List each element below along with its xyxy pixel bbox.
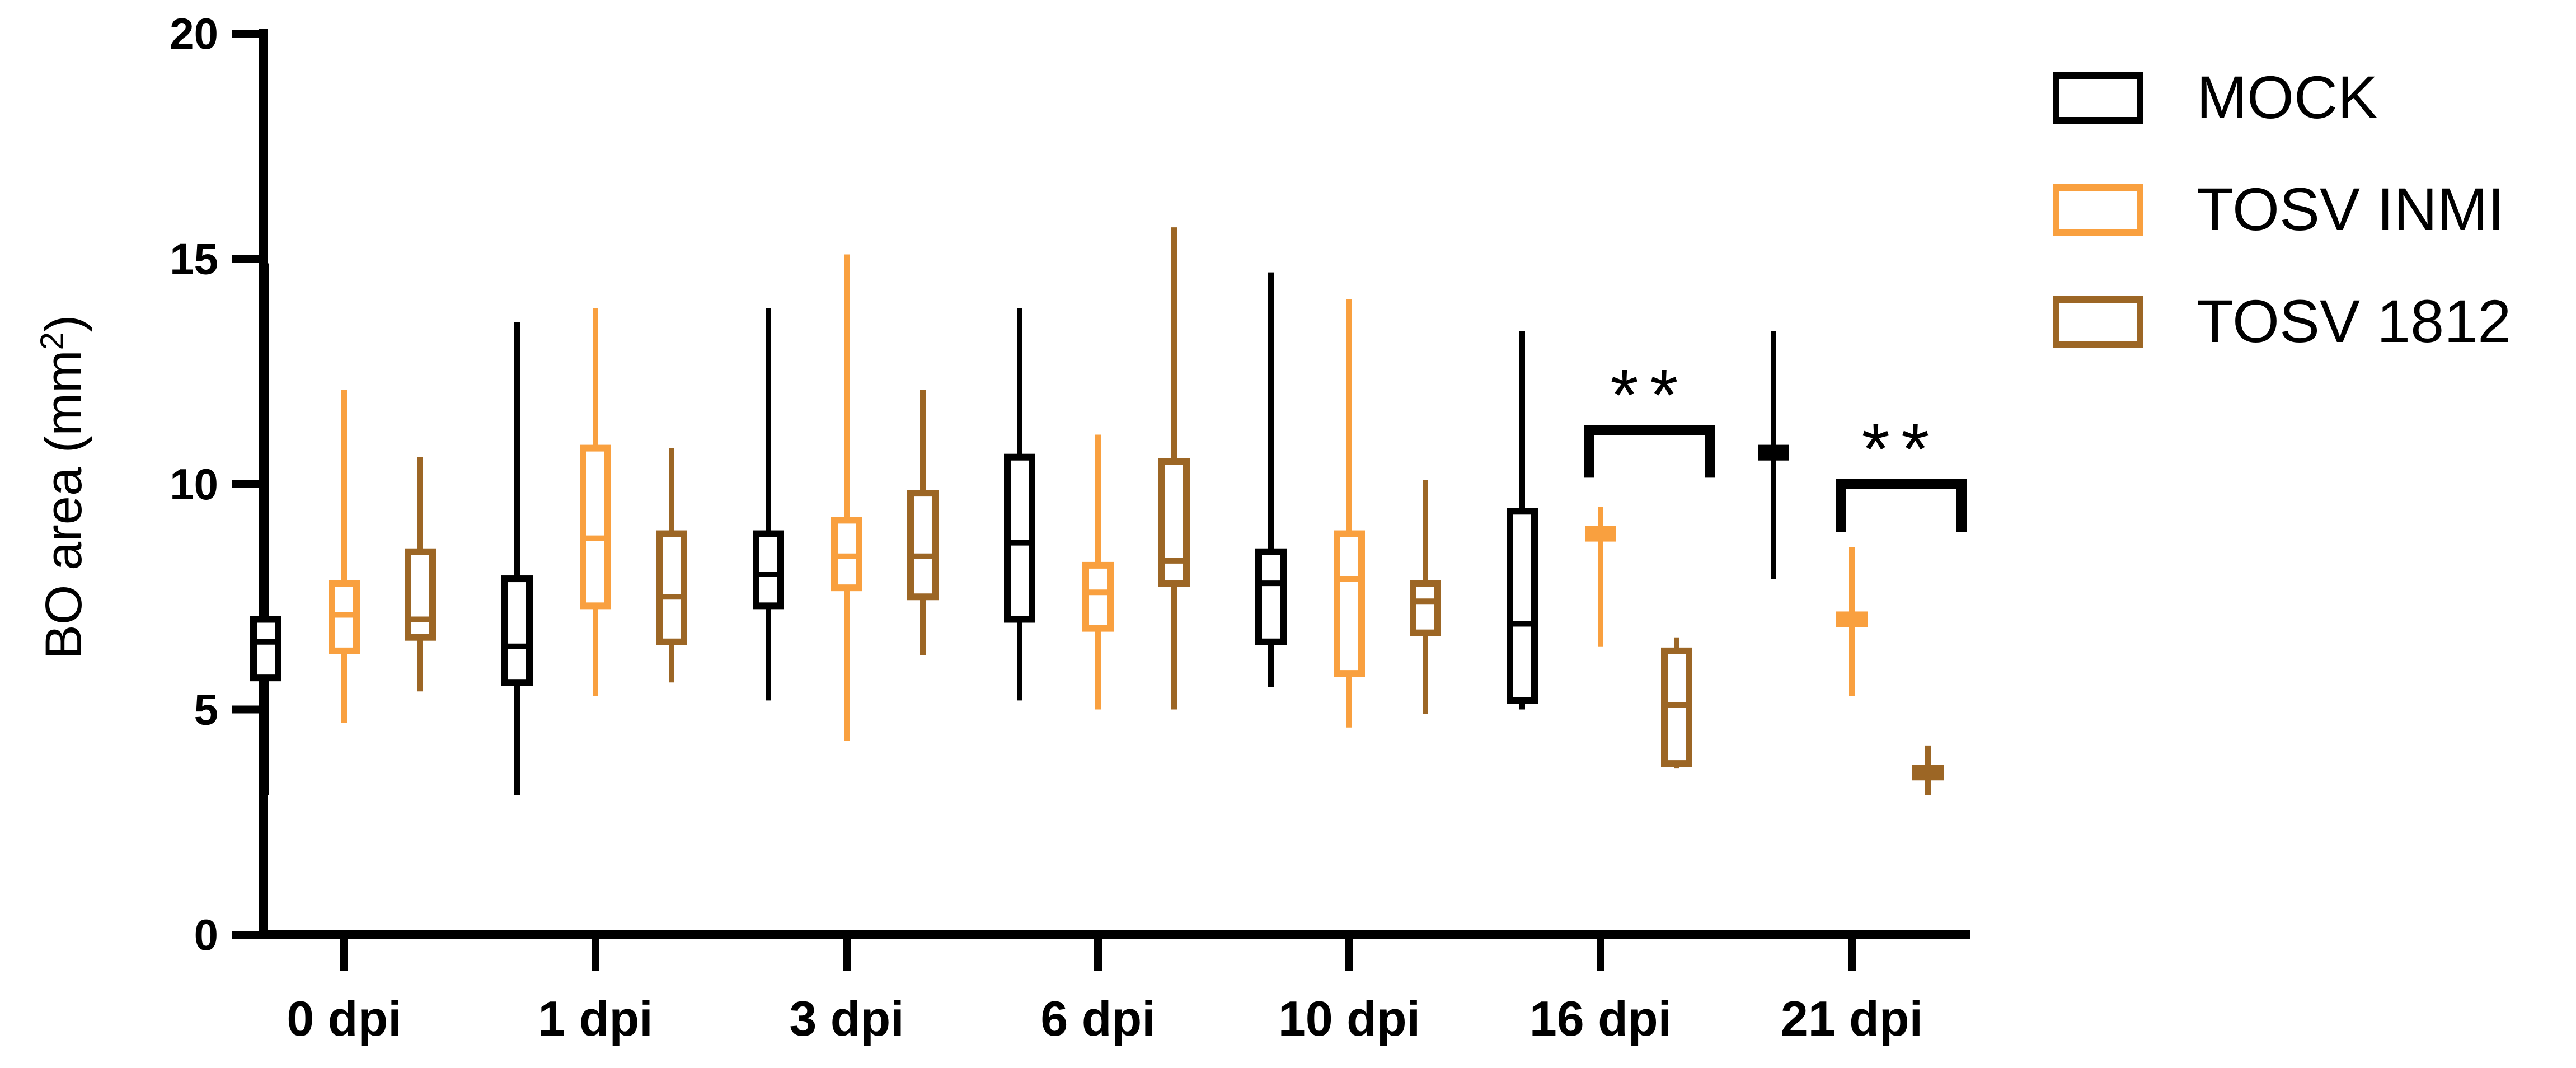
box-plot [1758, 331, 1789, 579]
legend-label: MOCK [2197, 63, 2378, 131]
significance-bracket: ** [1584, 354, 1715, 478]
x-tick-label: 3 dpi [789, 991, 904, 1046]
box-plot [1836, 547, 1868, 696]
y-tick-label: 10 [170, 460, 218, 509]
box-plot [1585, 507, 1616, 647]
bracket-line [1584, 425, 1715, 478]
axes: 0 5 10 15 20 0 dpi 1 dpi 3 dpi 6 dpi 10 dpi 16 dpi… [170, 9, 1970, 1046]
box [1004, 453, 1035, 623]
box [753, 530, 784, 610]
y-tick-label: 5 [194, 685, 218, 734]
box [1334, 530, 1365, 677]
box-plot [1410, 479, 1441, 714]
box [656, 530, 687, 645]
legend-swatch [2053, 296, 2143, 348]
box-plot [1661, 637, 1692, 769]
x-tick-label: 6 dpi [1040, 991, 1155, 1046]
box [501, 575, 533, 686]
box-plot [907, 389, 939, 655]
box-plot [656, 448, 687, 683]
box [1255, 548, 1287, 645]
box-plot [1004, 308, 1035, 701]
box-plot [329, 389, 360, 723]
x-tick-label: 21 dpi [1781, 991, 1923, 1046]
x-tick-label: 16 dpi [1529, 991, 1672, 1046]
legend: MOCK TOSV INMI TOSV 1812 [2053, 63, 2511, 355]
legend-label: TOSV INMI [2197, 175, 2504, 243]
significance-bracket: ** [1836, 408, 1967, 532]
box-plot [1334, 299, 1365, 728]
significance-group: ** ** [1584, 354, 1967, 532]
box-plot [1507, 331, 1538, 710]
box-plot [1158, 227, 1190, 710]
legend-item: MOCK [2053, 63, 2378, 131]
y-tick-label: 0 [194, 910, 218, 959]
box-plot [1082, 434, 1114, 710]
legend-swatch [2053, 184, 2143, 236]
box-series-group [250, 227, 1944, 795]
box [250, 616, 281, 682]
box-plot [501, 322, 533, 795]
box-plot [250, 263, 281, 795]
box-plot [831, 254, 862, 741]
legend-swatch [2053, 72, 2143, 124]
box [580, 444, 611, 610]
series-0 [250, 263, 1789, 795]
legend-label: TOSV 1812 [2197, 287, 2511, 355]
legend-item: TOSV INMI [2053, 175, 2504, 243]
box [1507, 508, 1538, 704]
x-tick-label: 10 dpi [1278, 991, 1420, 1046]
box [1158, 458, 1190, 587]
legend-item: TOSV 1812 [2053, 287, 2511, 355]
box [1410, 580, 1441, 636]
box-plot [580, 308, 611, 696]
x-tick-label: 1 dpi [538, 991, 653, 1046]
box-plot [1255, 272, 1287, 687]
box-plot [1912, 745, 1944, 795]
box-plot [405, 457, 436, 692]
box [907, 490, 939, 601]
significance-label: ** [1610, 354, 1689, 435]
series-2 [405, 227, 1944, 795]
box [1082, 561, 1114, 632]
significance-label: ** [1861, 408, 1940, 490]
y-axis-title: BO area (mm2) [34, 315, 93, 659]
y-tick-label: 20 [170, 9, 218, 58]
series-1 [329, 254, 1868, 741]
bracket-line [1836, 479, 1967, 532]
box-plot [753, 308, 784, 701]
y-tick-label: 15 [170, 235, 218, 284]
box [405, 548, 436, 641]
x-tick-label: 0 dpi [287, 991, 401, 1046]
